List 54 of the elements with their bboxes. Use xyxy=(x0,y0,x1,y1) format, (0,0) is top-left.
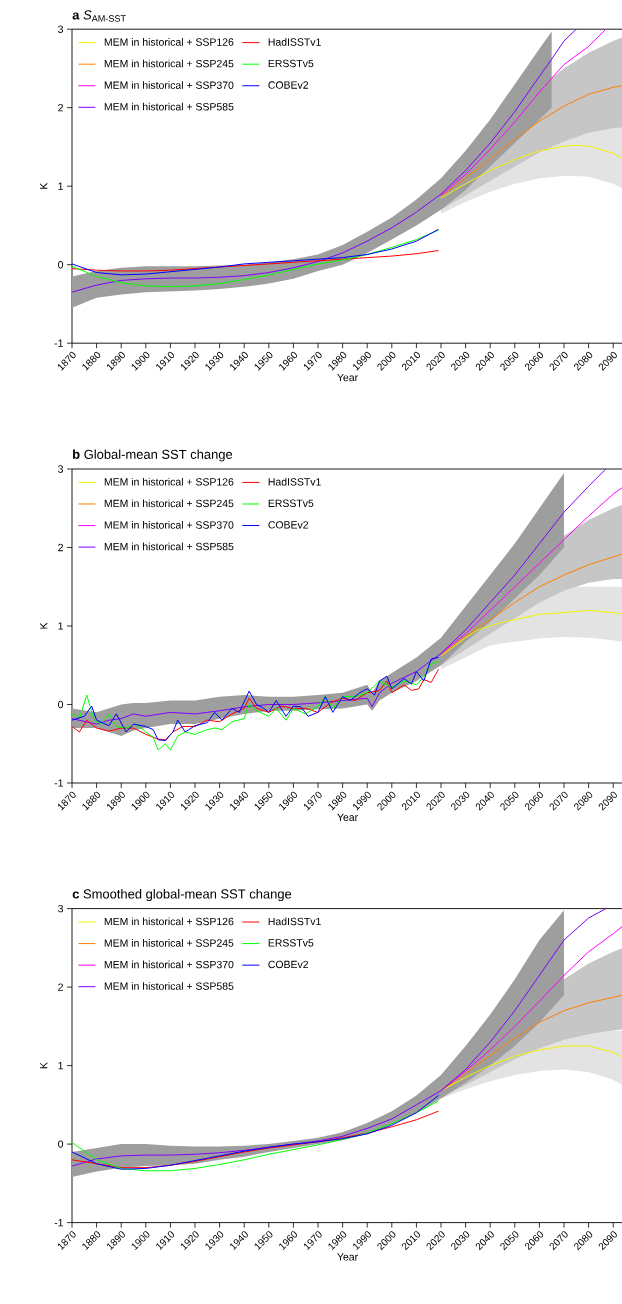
line-series xyxy=(440,29,607,197)
y-tick-label: 0 xyxy=(58,1140,64,1148)
line-series xyxy=(440,609,622,657)
line-series xyxy=(440,144,622,199)
y-tick-label: 1 xyxy=(58,1062,63,1070)
y-tick-label: 0 xyxy=(58,260,64,269)
line-series xyxy=(440,925,622,1092)
y-axis-title: K xyxy=(40,1062,48,1069)
legend-label: MEM in historical + SSP245 xyxy=(104,59,234,68)
y-tick-label: -1 xyxy=(54,779,63,787)
y-tick-label: -1 xyxy=(54,339,63,347)
y-tick-label: -1 xyxy=(54,1219,63,1227)
legend-label: COBEv2 xyxy=(268,81,309,89)
legend-label: COBEv2 xyxy=(268,521,309,529)
legend-label: MEM in historical + SSP245 xyxy=(104,499,234,508)
x-axis-title: Year xyxy=(337,373,358,382)
legend-label: MEM in historical + SSP126 xyxy=(104,477,234,486)
line-series xyxy=(72,229,440,288)
legend-label: MEM in historical + SSP370 xyxy=(104,960,234,969)
legend-label: MEM in historical + SSP370 xyxy=(104,521,234,529)
y-tick-label: 3 xyxy=(58,465,64,473)
legend-label: HadISSTv1 xyxy=(268,917,321,926)
line-series xyxy=(72,668,440,741)
legend-label: MEM in historical + SSP245 xyxy=(104,939,234,947)
legend-label: COBEv2 xyxy=(268,960,309,969)
y-tick-label: 2 xyxy=(58,983,63,991)
legend-label: MEM in historical + SSP585 xyxy=(104,102,234,111)
legend-label: ERSSTv5 xyxy=(268,59,314,68)
y-tick-label: 0 xyxy=(58,700,64,709)
y-axis-title: K xyxy=(40,182,48,189)
legend-label: MEM in historical + SSP585 xyxy=(104,542,234,551)
x-axis-title: Year xyxy=(337,1253,358,1261)
y-tick-label: 1 xyxy=(58,622,63,630)
y-axis-title: K xyxy=(40,622,48,629)
legend-label: MEM in historical + SSP126 xyxy=(104,38,234,46)
legend-label: HadISSTv1 xyxy=(268,477,321,486)
y-tick-label: 3 xyxy=(58,25,64,33)
legend-label: HadISSTv1 xyxy=(268,38,321,46)
legend-label: ERSSTv5 xyxy=(268,939,314,947)
y-tick-label: 3 xyxy=(58,904,64,913)
chart-title: a S$_{AM-SST}$ xyxy=(72,10,126,22)
line-series xyxy=(440,1045,622,1092)
chart-title: c Smoothed global-mean SST change xyxy=(72,889,292,902)
line-series xyxy=(440,85,622,197)
y-tick-label: 2 xyxy=(58,104,63,112)
legend-label: MEM in historical + SSP370 xyxy=(104,81,234,89)
y-tick-label: 1 xyxy=(58,182,63,190)
x-axis-title: Year xyxy=(337,813,358,821)
legend-label: MEM in historical + SSP126 xyxy=(104,917,234,926)
legend-label: MEM in historical + SSP585 xyxy=(104,982,234,990)
line-series xyxy=(440,553,622,656)
y-tick-label: 2 xyxy=(58,543,63,552)
legend-label: ERSSTv5 xyxy=(268,499,314,507)
chart-title: b Global-mean SST change xyxy=(73,449,233,462)
